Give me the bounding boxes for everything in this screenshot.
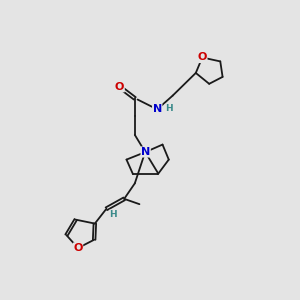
Text: N: N [153,104,162,114]
Text: N: N [141,147,150,157]
Text: O: O [198,52,207,62]
Text: H: H [110,210,117,219]
Text: O: O [73,243,83,253]
Text: O: O [115,82,124,92]
Text: H: H [165,104,172,113]
